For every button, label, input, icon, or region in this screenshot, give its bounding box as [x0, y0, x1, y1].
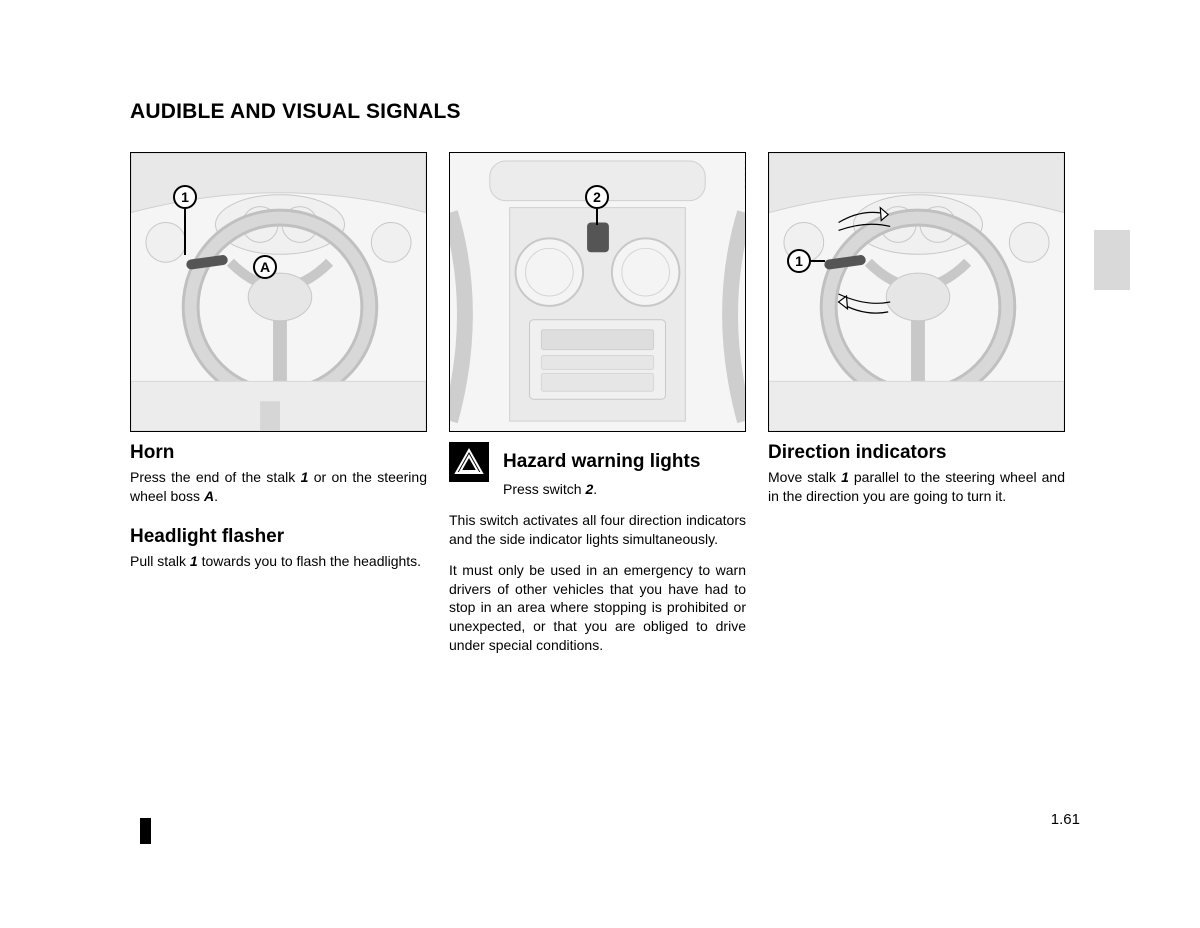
hazard-heading-row: Hazard warning lights — [449, 442, 746, 482]
page-number: 1.61 — [1051, 811, 1080, 828]
flasher-heading-row: Headlight flasher — [130, 526, 427, 548]
hazard-warning-icon — [449, 442, 489, 482]
t: Pull stalk — [130, 553, 190, 569]
direction-heading-row: Direction indicators — [768, 442, 1065, 464]
hazard-para2: This switch activates all four direction… — [449, 511, 746, 549]
t: towards you to flash the headlights. — [198, 553, 421, 569]
steering-wheel-illustration-arrows — [769, 153, 1064, 431]
figure-steering-left: 33177 — [130, 152, 427, 432]
callout-2: 2 — [585, 185, 609, 209]
ref-A: A — [204, 488, 214, 504]
callout-1: 1 — [173, 185, 197, 209]
callout-A: A — [253, 255, 277, 279]
column-center: 36355 — [449, 152, 746, 667]
column-left: 33177 — [130, 152, 427, 667]
hazard-title: Hazard warning lights — [503, 451, 700, 473]
flasher-text: Pull stalk 1 towards you to flash the he… — [130, 552, 427, 571]
horn-text: Press the end of the stalk 1 or on the s… — [130, 468, 427, 506]
t: . — [214, 488, 218, 504]
hazard-para3: It must only be used in an emergency to … — [449, 561, 746, 655]
direction-title: Direction indicators — [768, 442, 946, 464]
figure-center-console: 36355 — [449, 152, 746, 432]
manual-page: AUDIBLE AND VISUAL SIGNALS 33177 — [0, 0, 1200, 928]
page-title: AUDIBLE AND VISUAL SIGNALS — [130, 100, 1140, 124]
callout-2-line — [596, 209, 598, 225]
print-mark — [140, 818, 151, 844]
hazard-line1: Press switch 2. — [503, 480, 746, 499]
section-tab — [1094, 230, 1130, 290]
horn-heading-row: Horn — [130, 442, 427, 464]
horn-title: Horn — [130, 442, 174, 464]
column-right: 33177 — [768, 152, 1065, 667]
t: . — [593, 481, 597, 497]
t: Move stalk — [768, 469, 841, 485]
callout-1: 1 — [787, 249, 811, 273]
callout-1-line — [184, 209, 186, 255]
t: Press the end of the stalk — [130, 469, 301, 485]
ref-1: 1 — [841, 469, 849, 485]
content-columns: 33177 — [130, 152, 1140, 667]
ref-1: 1 — [190, 553, 198, 569]
figure-steering-right: 33177 — [768, 152, 1065, 432]
flasher-title: Headlight flasher — [130, 526, 284, 548]
callout-1-line — [811, 260, 825, 262]
direction-text: Move stalk 1 parallel to the steering wh… — [768, 468, 1065, 506]
t: Press switch — [503, 481, 585, 497]
